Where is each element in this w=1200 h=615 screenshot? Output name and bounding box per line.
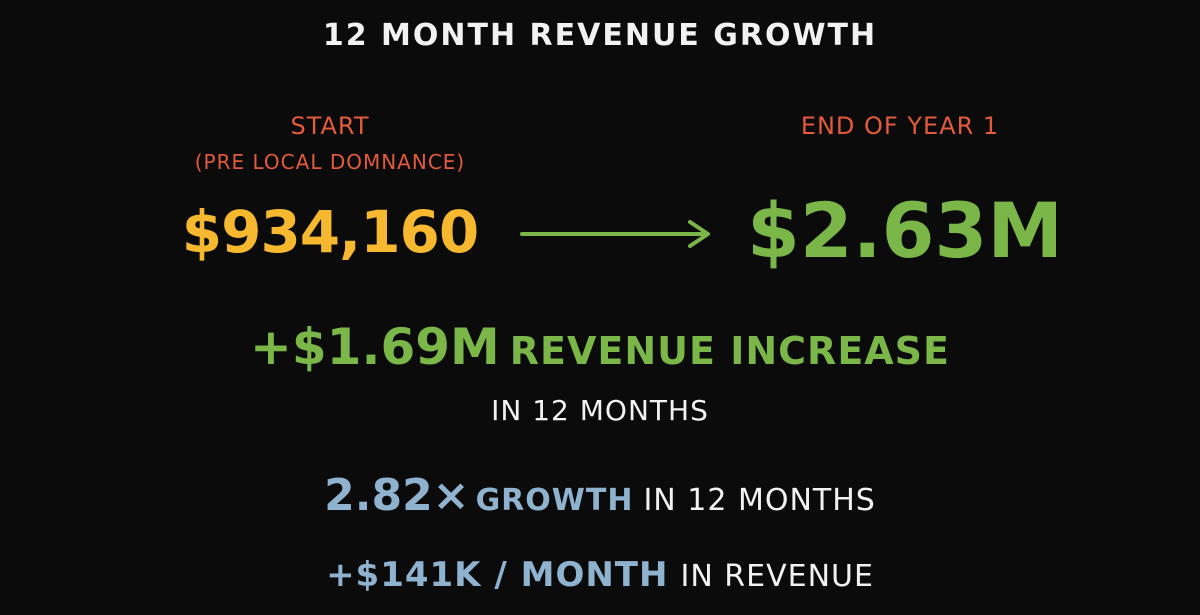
growth-multiplier: 2.82× <box>324 470 470 521</box>
monthly-revenue-line: +$141K / MONTH IN REVENUE <box>0 555 1200 595</box>
monthly-revenue-value: +$141K / MONTH <box>326 555 669 595</box>
growth-line: 2.82× GROWTH IN 12 MONTHS <box>0 470 1200 521</box>
growth-period: IN 12 MONTHS <box>643 483 876 518</box>
increase-period: IN 12 MONTHS <box>491 394 709 427</box>
start-label: START <box>290 112 370 140</box>
revenue-increase-text: REVENUE INCREASE <box>509 329 951 373</box>
growth-word: GROWTH <box>475 483 634 518</box>
end-revenue-value: $2.63M <box>746 186 1064 275</box>
monthly-revenue-text: IN REVENUE <box>680 559 874 594</box>
revenue-increase-line: +$1.69M REVENUE INCREASE <box>0 318 1200 376</box>
end-label: END OF YEAR 1 <box>800 112 1000 140</box>
right-arrow-icon <box>520 220 710 248</box>
start-sublabel: (PRE LOCAL DOMNANCE) <box>194 150 466 174</box>
start-revenue-value: $934,160 <box>181 198 480 266</box>
page-title: 12 MONTH REVENUE GROWTH <box>322 18 878 53</box>
revenue-increase-value: +$1.69M <box>249 318 500 376</box>
